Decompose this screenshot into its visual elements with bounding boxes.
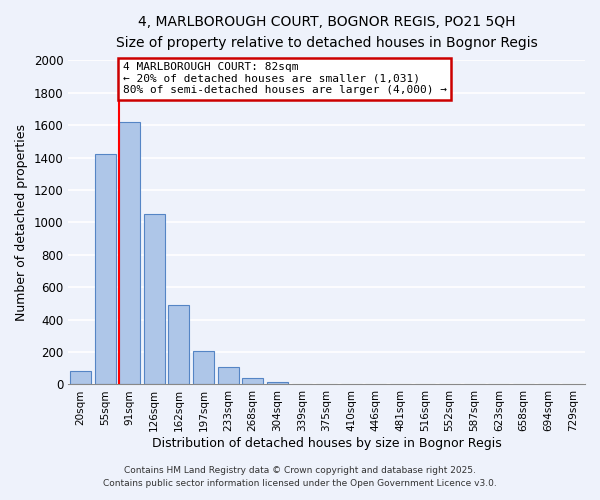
Y-axis label: Number of detached properties: Number of detached properties — [15, 124, 28, 321]
X-axis label: Distribution of detached houses by size in Bognor Regis: Distribution of detached houses by size … — [152, 437, 502, 450]
Bar — [193, 352, 214, 384]
Bar — [218, 366, 239, 384]
Bar — [70, 372, 91, 384]
Bar — [169, 305, 190, 384]
Bar — [144, 214, 165, 384]
Bar — [242, 378, 263, 384]
Text: 4 MARLBOROUGH COURT: 82sqm
← 20% of detached houses are smaller (1,031)
80% of s: 4 MARLBOROUGH COURT: 82sqm ← 20% of deta… — [123, 62, 447, 96]
Title: 4, MARLBOROUGH COURT, BOGNOR REGIS, PO21 5QH
Size of property relative to detach: 4, MARLBOROUGH COURT, BOGNOR REGIS, PO21… — [116, 15, 538, 50]
Text: Contains HM Land Registry data © Crown copyright and database right 2025.
Contai: Contains HM Land Registry data © Crown c… — [103, 466, 497, 487]
Bar — [267, 382, 288, 384]
Bar — [95, 154, 116, 384]
Bar — [119, 122, 140, 384]
